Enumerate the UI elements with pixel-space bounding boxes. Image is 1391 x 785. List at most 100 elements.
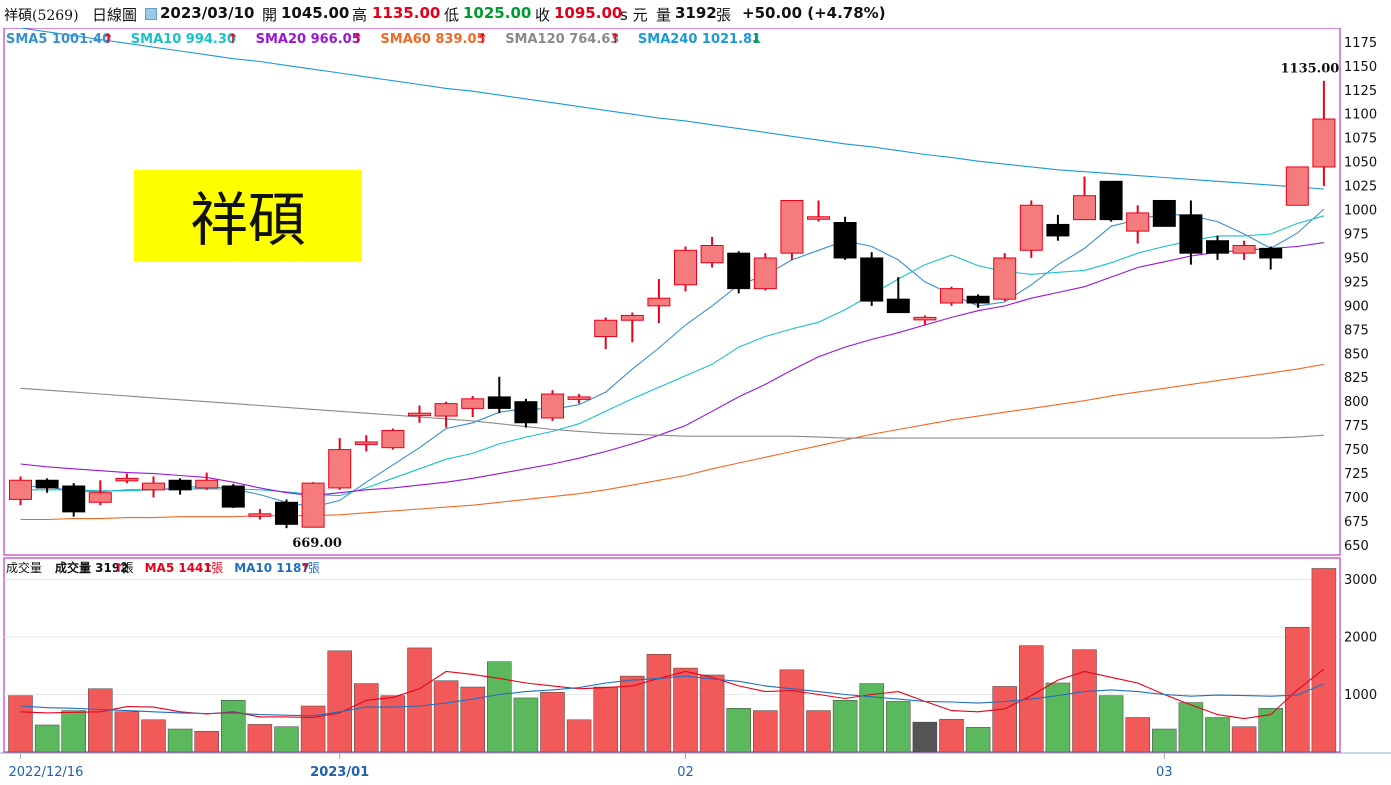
chart-background <box>0 28 1391 785</box>
candle-body <box>780 199 804 254</box>
volume-legend-item: MA5 1441 <box>145 561 212 575</box>
candle <box>700 236 724 268</box>
candle-body <box>541 393 564 419</box>
volume-bar <box>726 708 751 753</box>
price-tick-label: 725 <box>1344 467 1369 482</box>
legend-arrow-icon: ↑ <box>352 32 363 47</box>
candle-body <box>1152 199 1176 227</box>
legend-arrow-icon: ↑ <box>477 32 488 47</box>
candle-body <box>833 222 857 259</box>
quote-date: 2023/03/10 <box>160 4 255 22</box>
volume-bar <box>806 710 831 753</box>
volume-legend-item: 成交量 3192 <box>55 560 129 575</box>
candle <box>594 317 618 349</box>
high-label: 高 <box>352 6 368 24</box>
volume-bar <box>487 661 512 753</box>
date-tick-label: 02 <box>677 765 694 780</box>
low-value: 1025.00 <box>463 4 532 22</box>
candle-body <box>9 479 32 500</box>
volume-bar <box>753 710 778 753</box>
volume-bar <box>832 700 858 753</box>
candle <box>1126 205 1150 244</box>
price-tick-label: 750 <box>1344 443 1369 458</box>
volume-bar <box>300 705 326 753</box>
volume-bar <box>194 731 219 753</box>
volume-bar <box>1045 682 1071 753</box>
candle-body <box>674 249 697 286</box>
candle-body <box>195 479 219 489</box>
period-label[interactable]: 日線圖 <box>92 6 138 24</box>
candle <box>993 253 1017 302</box>
candles <box>9 80 1336 529</box>
candle <box>807 200 830 222</box>
calendar-icon[interactable] <box>145 8 157 20</box>
quote-header: 祥碩(5269) 日線圖 2023/03/10 開 1045.00 高 1135… <box>0 0 1391 28</box>
candle <box>1232 240 1256 260</box>
volume-legend-unit: 張 <box>308 561 320 575</box>
volume-legend-unit: 張 <box>211 561 223 575</box>
low-label: 低 <box>444 6 460 24</box>
candle-body <box>408 412 431 417</box>
candle-body <box>1206 240 1229 254</box>
candle-body <box>62 485 86 513</box>
legend-item-sma20: SMA20 966.05 <box>256 32 361 47</box>
candle-body <box>1046 223 1070 237</box>
volume-bar <box>566 719 592 753</box>
candle-body <box>1099 180 1123 221</box>
candle <box>195 472 219 490</box>
price-tick-label: 925 <box>1344 275 1369 290</box>
volume-legend-arrow-icon: ↑ <box>300 561 310 575</box>
legend-item-sma10: SMA10 994.30 <box>131 32 236 47</box>
volume-panel-frame <box>3 557 1341 753</box>
candle-body <box>567 396 591 400</box>
candle-body <box>886 298 910 314</box>
candle-body <box>913 316 937 321</box>
candle-body <box>1073 195 1096 221</box>
volume-bar <box>620 675 645 753</box>
candle-body <box>1179 214 1203 254</box>
price-tick-label: 650 <box>1344 539 1369 554</box>
volume-legend-arrow-icon: ↑ <box>203 561 213 575</box>
candle-body <box>275 501 298 525</box>
volume-bar <box>167 728 193 753</box>
watermark-label: 祥碩 <box>134 170 362 262</box>
candlestick-chart[interactable]: 650 675 700 725 750 775 800 825 850 875 900 925 950 9… <box>0 28 1391 785</box>
series-ma10-line <box>20 675 1325 717</box>
legend-item-sma120: SMA120 764.63 <box>505 32 619 47</box>
candle-body <box>594 319 618 338</box>
candle-body <box>168 479 192 491</box>
candle-body <box>354 441 378 445</box>
candle <box>1285 166 1309 206</box>
candle-body <box>860 257 884 302</box>
price-tick-label: 1050 <box>1344 156 1377 171</box>
candle-body <box>647 297 671 307</box>
price-tick-label: 1125 <box>1344 84 1377 99</box>
candle <box>1312 80 1336 187</box>
candle-body <box>1285 166 1309 206</box>
date-tick-label: 2023/01 <box>310 765 369 780</box>
volume-legend-unit: 張 <box>122 561 134 575</box>
volume-bar <box>1072 649 1097 753</box>
candle <box>461 395 485 418</box>
candle-body <box>248 513 272 517</box>
price-tick-label: 675 <box>1344 515 1369 530</box>
price-annotations: 1135.00 669.00 <box>292 62 1339 552</box>
price-tick-label: 825 <box>1344 371 1369 386</box>
volume-bar <box>939 718 964 753</box>
candle <box>434 401 458 428</box>
volume-bar <box>407 647 432 753</box>
candle <box>9 476 32 506</box>
candle-body <box>993 257 1017 300</box>
volume-bar <box>646 654 672 753</box>
stock-symbol[interactable]: 祥碩(5269) <box>4 8 79 24</box>
candle <box>514 398 538 428</box>
annotation-label: 669.00 <box>292 536 342 551</box>
candle <box>541 390 564 421</box>
price-tick-label: 775 <box>1344 419 1369 434</box>
volume-bar <box>247 724 273 753</box>
candle <box>248 509 272 520</box>
volume-bar <box>34 724 60 753</box>
candle <box>940 286 963 306</box>
candle <box>487 376 511 414</box>
candle <box>913 315 937 326</box>
